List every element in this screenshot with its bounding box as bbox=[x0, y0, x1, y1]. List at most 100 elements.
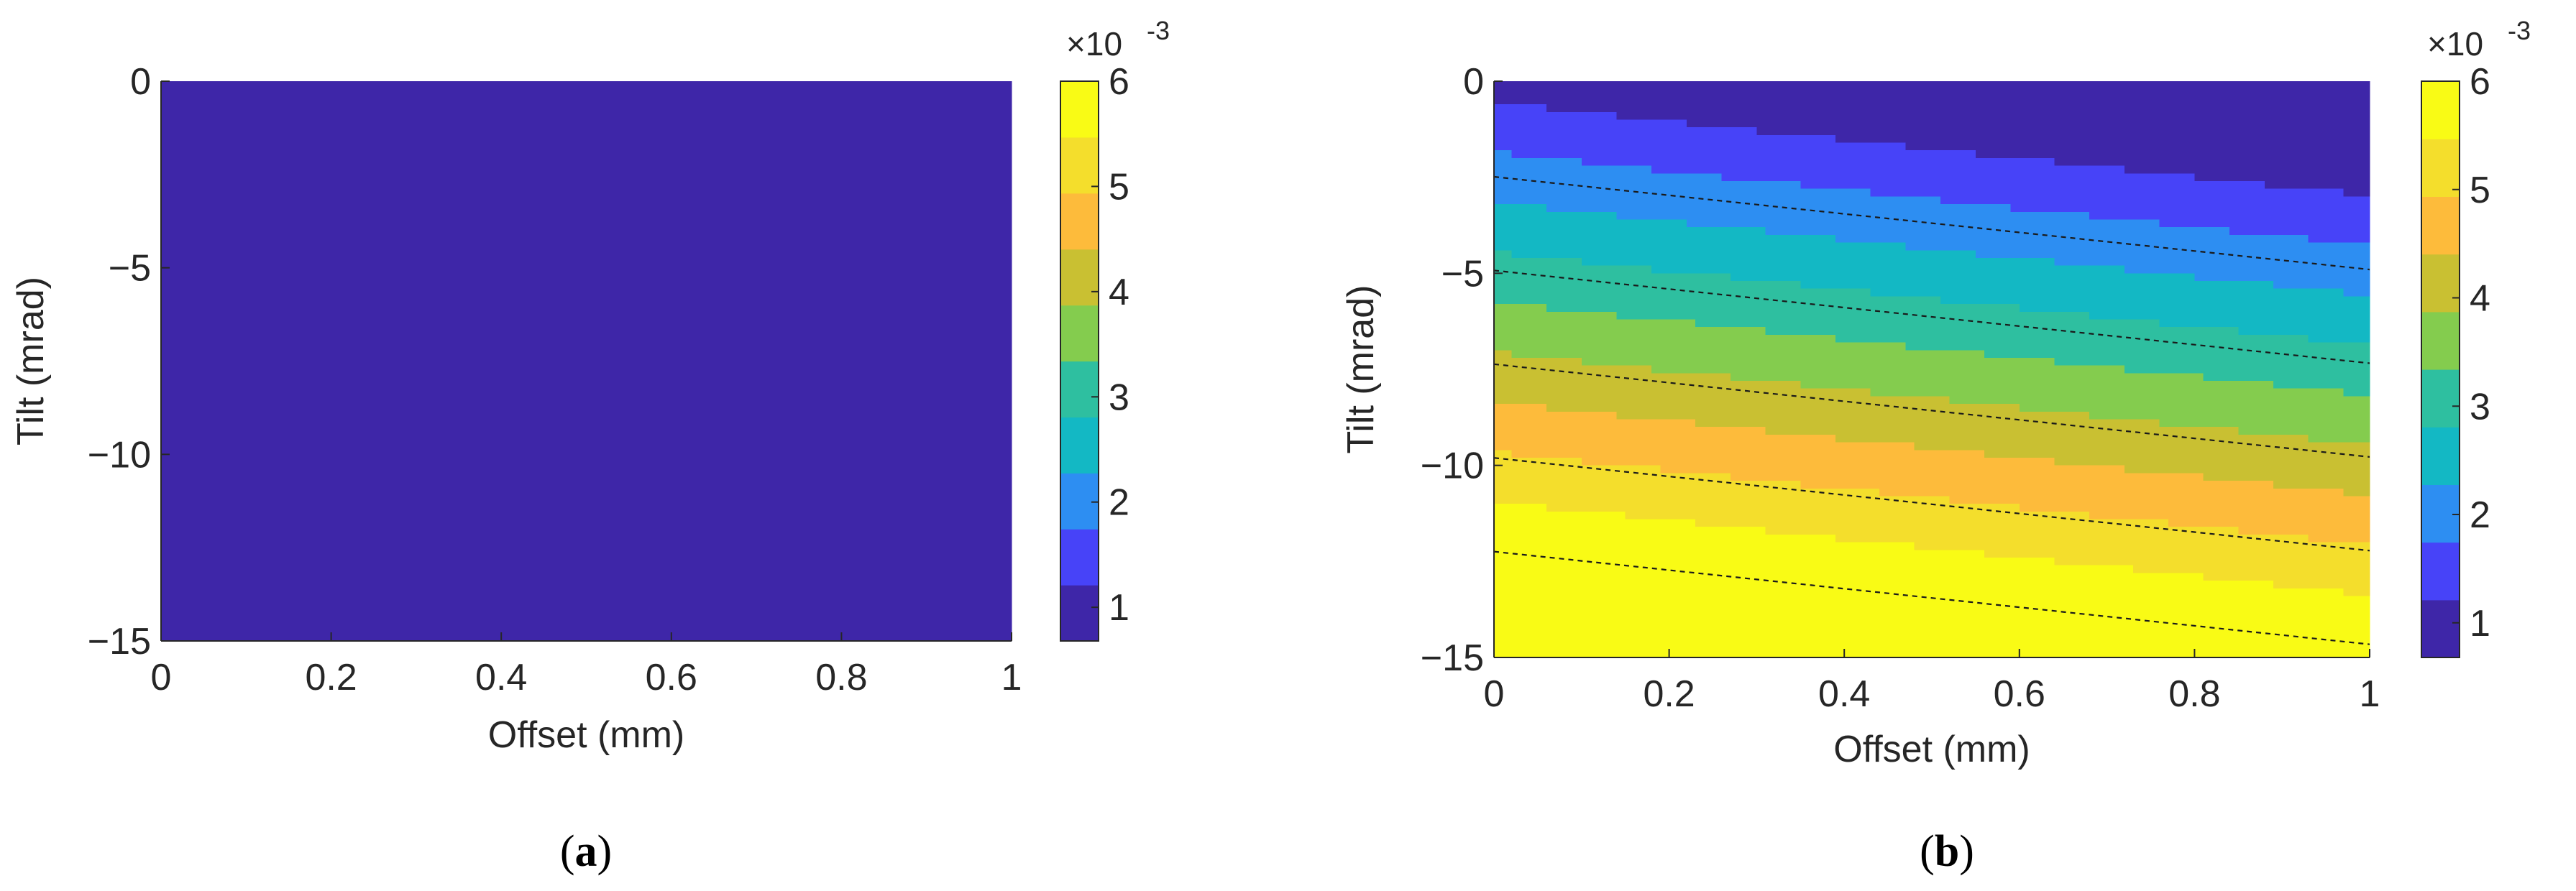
contour-cell bbox=[671, 88, 681, 97]
contour-cell bbox=[237, 439, 247, 448]
contour-cell bbox=[526, 424, 536, 433]
contour-cell bbox=[297, 335, 306, 343]
contour-cell bbox=[569, 238, 579, 246]
contour-cell bbox=[322, 141, 332, 149]
contour-cell bbox=[484, 364, 493, 373]
contour-cell bbox=[552, 394, 562, 403]
contour-cell bbox=[382, 96, 392, 104]
contour-cell bbox=[646, 588, 655, 597]
contour-cell bbox=[399, 573, 408, 582]
contour-cell bbox=[595, 558, 604, 567]
contour-cell bbox=[484, 417, 493, 425]
contour-cell bbox=[467, 200, 477, 209]
contour-cell bbox=[586, 461, 595, 470]
contour-cell bbox=[169, 349, 179, 358]
contour-cell bbox=[611, 432, 621, 440]
contour-cell bbox=[220, 364, 230, 373]
contour-cell bbox=[526, 141, 536, 149]
contour-cell bbox=[722, 349, 732, 358]
contour-cell bbox=[348, 551, 357, 560]
contour-cell bbox=[424, 491, 434, 500]
contour-cell bbox=[654, 305, 664, 313]
contour-cell bbox=[688, 357, 697, 366]
contour-cell bbox=[518, 118, 528, 126]
contour-cell bbox=[339, 320, 349, 328]
contour-cell bbox=[271, 96, 281, 104]
contour-cell bbox=[262, 604, 272, 612]
contour-cell bbox=[620, 499, 630, 507]
contour-cell bbox=[297, 469, 306, 478]
contour-cell bbox=[518, 103, 528, 112]
contour-cell bbox=[322, 275, 332, 284]
contour-cell bbox=[322, 476, 332, 485]
contour-cell bbox=[246, 551, 255, 560]
contour-cell bbox=[220, 141, 230, 149]
contour-cell bbox=[424, 312, 434, 320]
contour-cell bbox=[484, 566, 493, 575]
contour-cell bbox=[620, 320, 630, 328]
contour-cell bbox=[510, 588, 519, 597]
contour-cell bbox=[459, 454, 468, 463]
contour-cell bbox=[492, 200, 502, 209]
contour-cell bbox=[459, 88, 468, 97]
contour-cell bbox=[203, 223, 213, 231]
contour-cell bbox=[433, 178, 442, 187]
contour-cell bbox=[595, 633, 604, 642]
contour-cell bbox=[484, 342, 493, 351]
contour-cell bbox=[697, 372, 706, 381]
contour-cell bbox=[628, 461, 638, 470]
contour-cell bbox=[577, 529, 587, 537]
contour-cell bbox=[280, 469, 290, 478]
contour-cell bbox=[229, 633, 239, 642]
contour-cell bbox=[544, 111, 553, 119]
contour-cell bbox=[595, 297, 604, 306]
contour-cell bbox=[552, 260, 562, 269]
contour-cell bbox=[280, 327, 290, 336]
contour-cell bbox=[399, 611, 408, 619]
contour-cell bbox=[195, 163, 204, 172]
contour-cell bbox=[688, 611, 697, 619]
contour-cell bbox=[331, 394, 341, 403]
contour-cell bbox=[390, 469, 400, 478]
contour-cell bbox=[390, 320, 400, 328]
contour-cell bbox=[382, 469, 392, 478]
contour-cell bbox=[306, 178, 315, 187]
contour-cell bbox=[339, 514, 349, 522]
contour-cell bbox=[382, 499, 392, 507]
contour-cell bbox=[297, 148, 306, 157]
contour-cell bbox=[492, 290, 502, 298]
contour-cell bbox=[271, 364, 281, 373]
contour-cell bbox=[161, 379, 170, 388]
contour-cell bbox=[671, 267, 681, 276]
contour-cell bbox=[671, 626, 681, 634]
contour-cell bbox=[408, 581, 417, 589]
contour-cell bbox=[492, 566, 502, 575]
contour-cell bbox=[628, 469, 638, 478]
contour-cell bbox=[373, 111, 383, 119]
contour-cell bbox=[313, 275, 324, 284]
contour-cell bbox=[382, 282, 392, 291]
contour-cell bbox=[416, 543, 426, 552]
contour-cell bbox=[577, 200, 587, 209]
contour-cell bbox=[211, 543, 221, 552]
contour-cell bbox=[390, 417, 400, 425]
contour-cell bbox=[382, 581, 392, 589]
contour-cell bbox=[510, 626, 519, 634]
contour-cell bbox=[262, 529, 272, 537]
contour-cell bbox=[246, 581, 255, 589]
contour-cell bbox=[280, 342, 290, 351]
contour-cell bbox=[662, 342, 672, 351]
contour-cell bbox=[339, 379, 349, 388]
contour-cell bbox=[416, 178, 426, 187]
contour-cell bbox=[424, 507, 434, 515]
contour-cell bbox=[365, 476, 375, 485]
contour-cell bbox=[611, 461, 621, 470]
contour-cell bbox=[611, 394, 621, 403]
contour-cell bbox=[237, 446, 247, 455]
contour-cell bbox=[195, 521, 204, 530]
contour-cell bbox=[313, 604, 324, 612]
contour-cell bbox=[280, 454, 290, 463]
contour-cell bbox=[195, 499, 204, 507]
contour-cell bbox=[246, 461, 255, 470]
contour-cell bbox=[271, 208, 281, 216]
